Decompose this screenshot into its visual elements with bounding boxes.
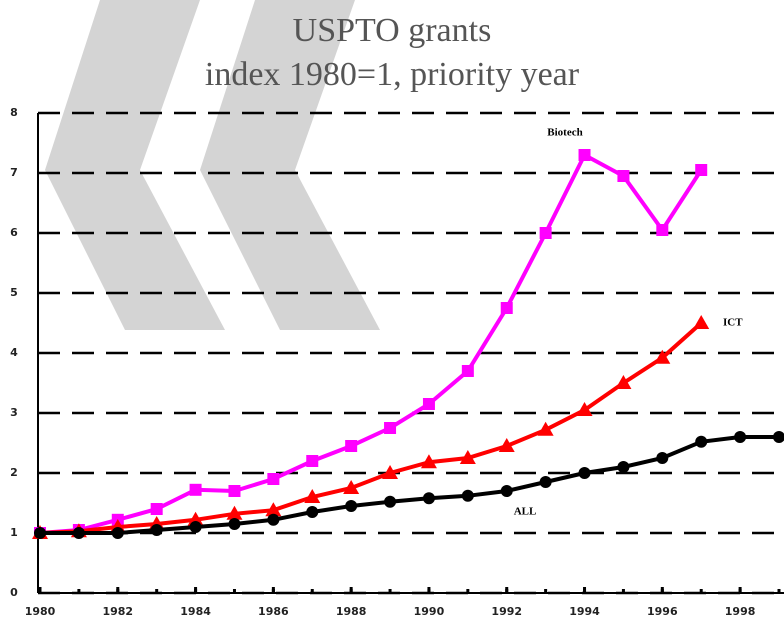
marker	[267, 473, 279, 485]
marker	[73, 527, 85, 539]
marker	[693, 315, 709, 329]
y-tick-label: 0	[10, 586, 18, 599]
x-tick-label: 1994	[569, 605, 600, 618]
x-tick-label: 1986	[258, 605, 289, 618]
y-tick-label: 3	[10, 406, 18, 419]
marker	[695, 164, 707, 176]
marker	[540, 476, 552, 488]
marker	[695, 436, 707, 448]
series-line	[40, 323, 701, 533]
series-label: Biotech	[547, 127, 582, 139]
x-tick-label: 1990	[414, 605, 445, 618]
marker	[656, 224, 668, 236]
marker	[617, 461, 629, 473]
marker	[734, 431, 746, 443]
y-tick-label: 2	[10, 466, 18, 479]
marker	[190, 521, 202, 533]
marker	[345, 440, 357, 452]
series-label: ICT	[723, 317, 743, 329]
x-tick-label: 1992	[491, 605, 522, 618]
marker	[34, 527, 46, 539]
chart: USPTO grants index 1980=1, priority year…	[0, 0, 784, 622]
marker	[384, 496, 396, 508]
chart-subtitle: index 1980=1, priority year	[205, 56, 580, 93]
marker	[656, 452, 668, 464]
marker	[151, 524, 163, 536]
x-tick-label: 1980	[25, 605, 56, 618]
chart-title: USPTO grants	[293, 12, 492, 49]
marker	[462, 490, 474, 502]
marker	[228, 485, 240, 497]
y-tick-label: 8	[10, 106, 18, 119]
y-tick-label: 6	[10, 226, 18, 239]
y-tick-label: 5	[10, 286, 18, 299]
y-tick-label: 1	[10, 526, 18, 539]
marker	[540, 227, 552, 239]
y-tick-label: 4	[10, 346, 18, 359]
marker	[773, 431, 784, 443]
marker	[267, 514, 279, 526]
x-tick-label: 1996	[647, 605, 678, 618]
marker	[306, 455, 318, 467]
marker	[112, 527, 124, 539]
marker	[190, 484, 202, 496]
marker	[617, 170, 629, 182]
x-tick-label: 1998	[725, 605, 756, 618]
marker	[462, 365, 474, 377]
x-tick-label: 1982	[102, 605, 133, 618]
marker	[228, 518, 240, 530]
x-tick-label: 1984	[180, 605, 211, 618]
marker	[345, 500, 357, 512]
marker	[423, 398, 435, 410]
marker	[579, 467, 591, 479]
series-label: ALL	[514, 506, 537, 518]
y-tick-label: 7	[10, 166, 18, 179]
marker	[579, 149, 591, 161]
marker	[501, 302, 513, 314]
marker	[501, 485, 513, 497]
marker	[384, 422, 396, 434]
marker	[151, 503, 163, 515]
x-tick-label: 1988	[336, 605, 367, 618]
marker	[423, 492, 435, 504]
series-line	[40, 437, 779, 533]
marker	[306, 506, 318, 518]
background-decoration	[45, 0, 380, 330]
